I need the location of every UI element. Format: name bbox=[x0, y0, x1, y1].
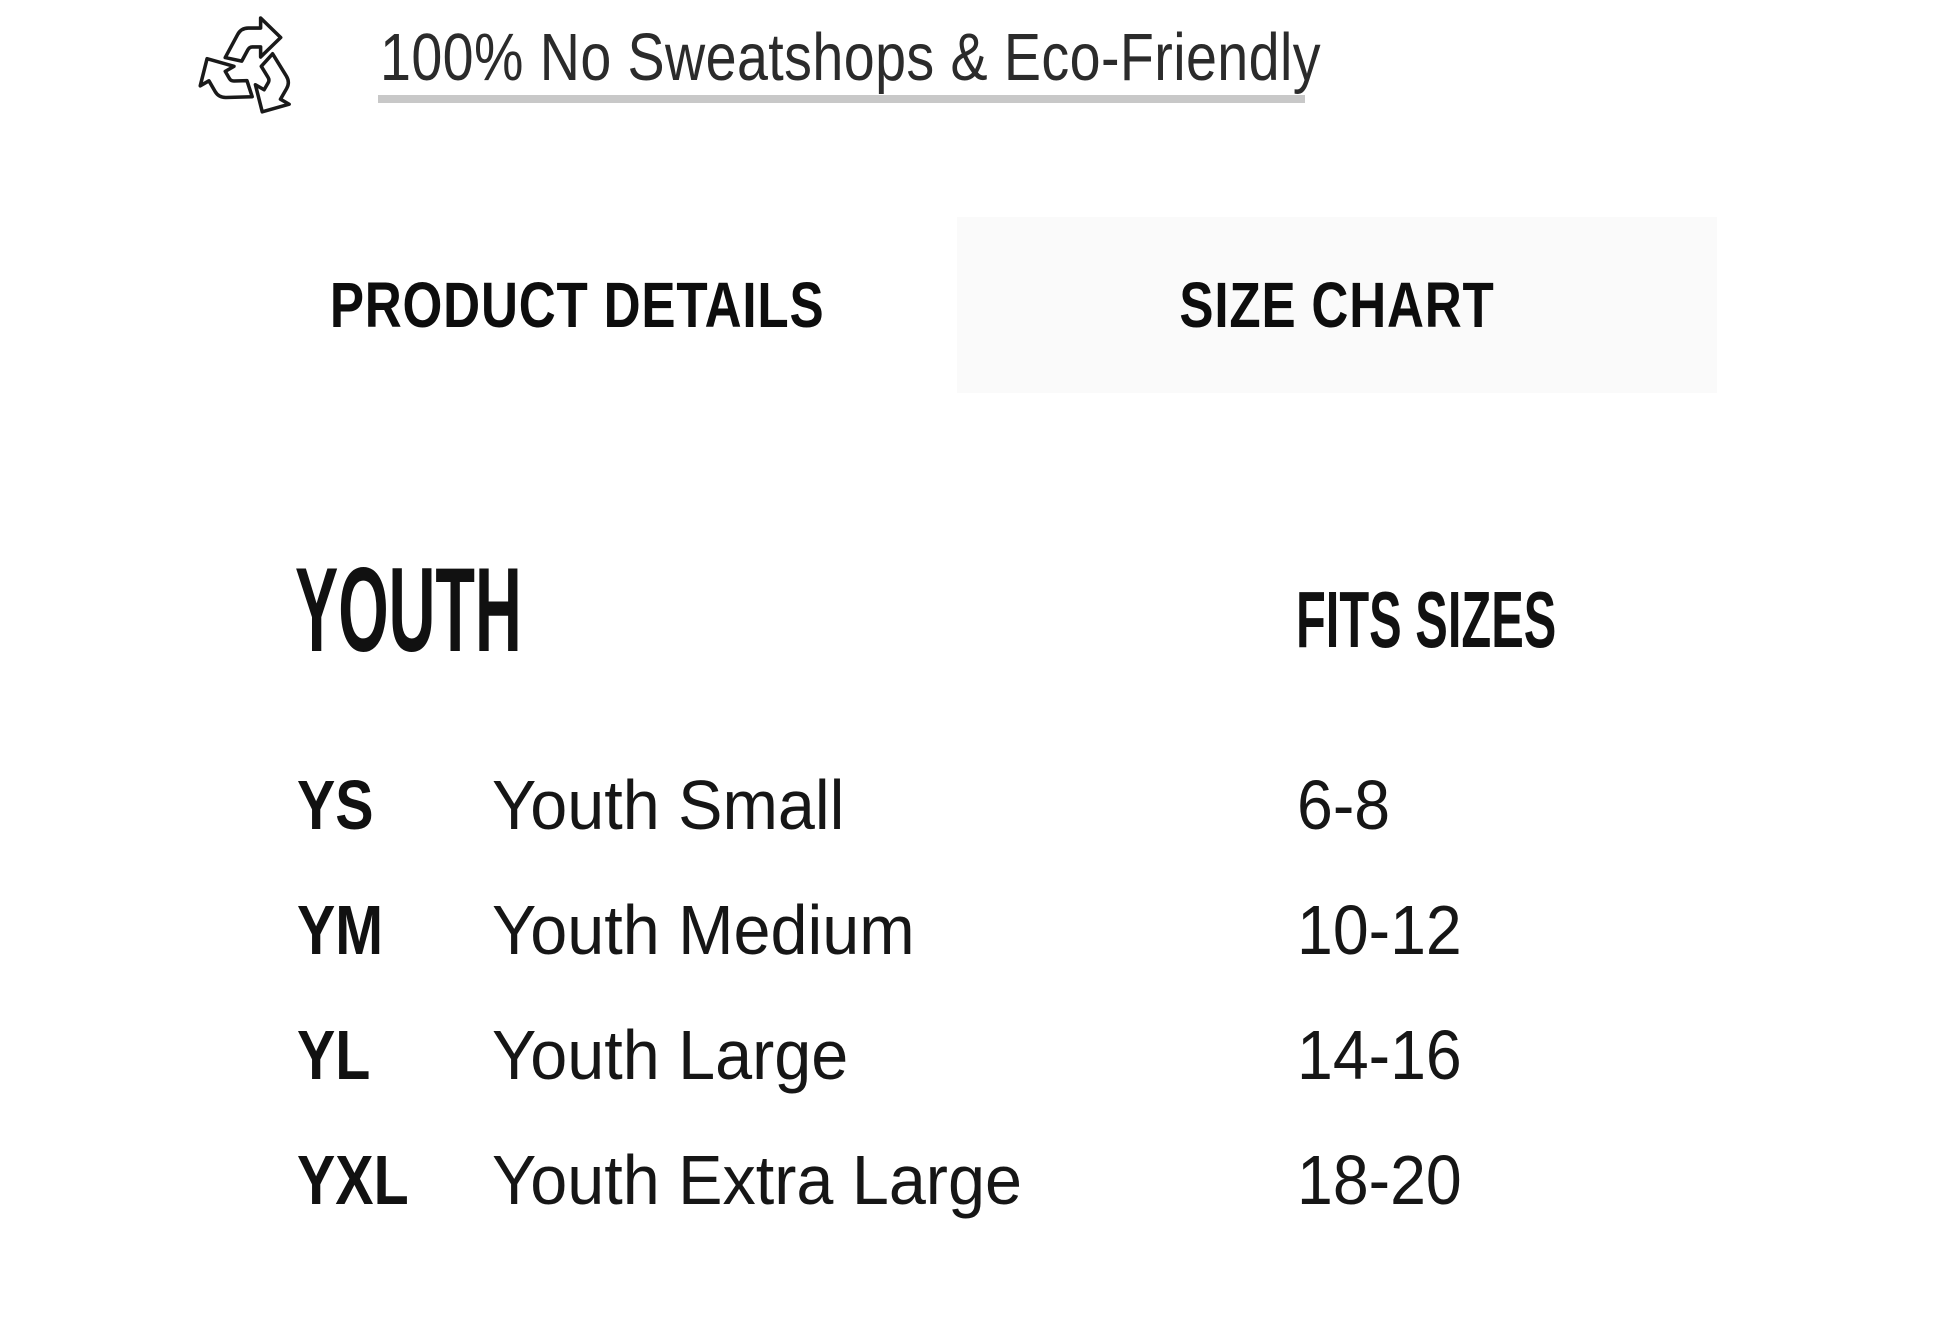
size-code: YXL bbox=[297, 1141, 409, 1219]
size-chart-section-title: YOUTH bbox=[295, 543, 522, 677]
size-name: Youth Small bbox=[492, 766, 845, 844]
tab-size-chart-label: SIZE CHART bbox=[1179, 269, 1495, 341]
size-code: YM bbox=[297, 891, 384, 969]
size-code: YS bbox=[297, 766, 374, 844]
fits-sizes-column-header: FITS SIZES bbox=[1296, 575, 1557, 664]
size-name: Youth Medium bbox=[492, 891, 915, 969]
eco-underline bbox=[378, 95, 1305, 103]
tab-size-chart[interactable]: SIZE CHART bbox=[957, 217, 1717, 393]
tab-product-details[interactable]: PRODUCT DETAILS bbox=[197, 217, 957, 393]
size-code: YL bbox=[297, 1016, 371, 1094]
size-fits: 18-20 bbox=[1297, 1141, 1462, 1219]
size-fits: 14-16 bbox=[1297, 1016, 1462, 1094]
size-row-youth-small: YS Youth Small 6-8 bbox=[297, 770, 1717, 840]
size-name: Youth Extra Large bbox=[492, 1141, 1022, 1219]
size-row-youth-medium: YM Youth Medium 10-12 bbox=[297, 895, 1717, 965]
recycle-icon bbox=[198, 16, 291, 114]
size-fits: 6-8 bbox=[1297, 766, 1391, 844]
eco-friendly-note: 100% No Sweatshops & Eco-Friendly bbox=[380, 20, 1321, 95]
size-fits: 10-12 bbox=[1297, 891, 1462, 969]
size-row-youth-extra-large: YXL Youth Extra Large 18-20 bbox=[297, 1145, 1717, 1215]
size-name: Youth Large bbox=[492, 1016, 849, 1094]
size-row-youth-large: YL Youth Large 14-16 bbox=[297, 1020, 1717, 1090]
tab-product-details-label: PRODUCT DETAILS bbox=[329, 269, 825, 341]
